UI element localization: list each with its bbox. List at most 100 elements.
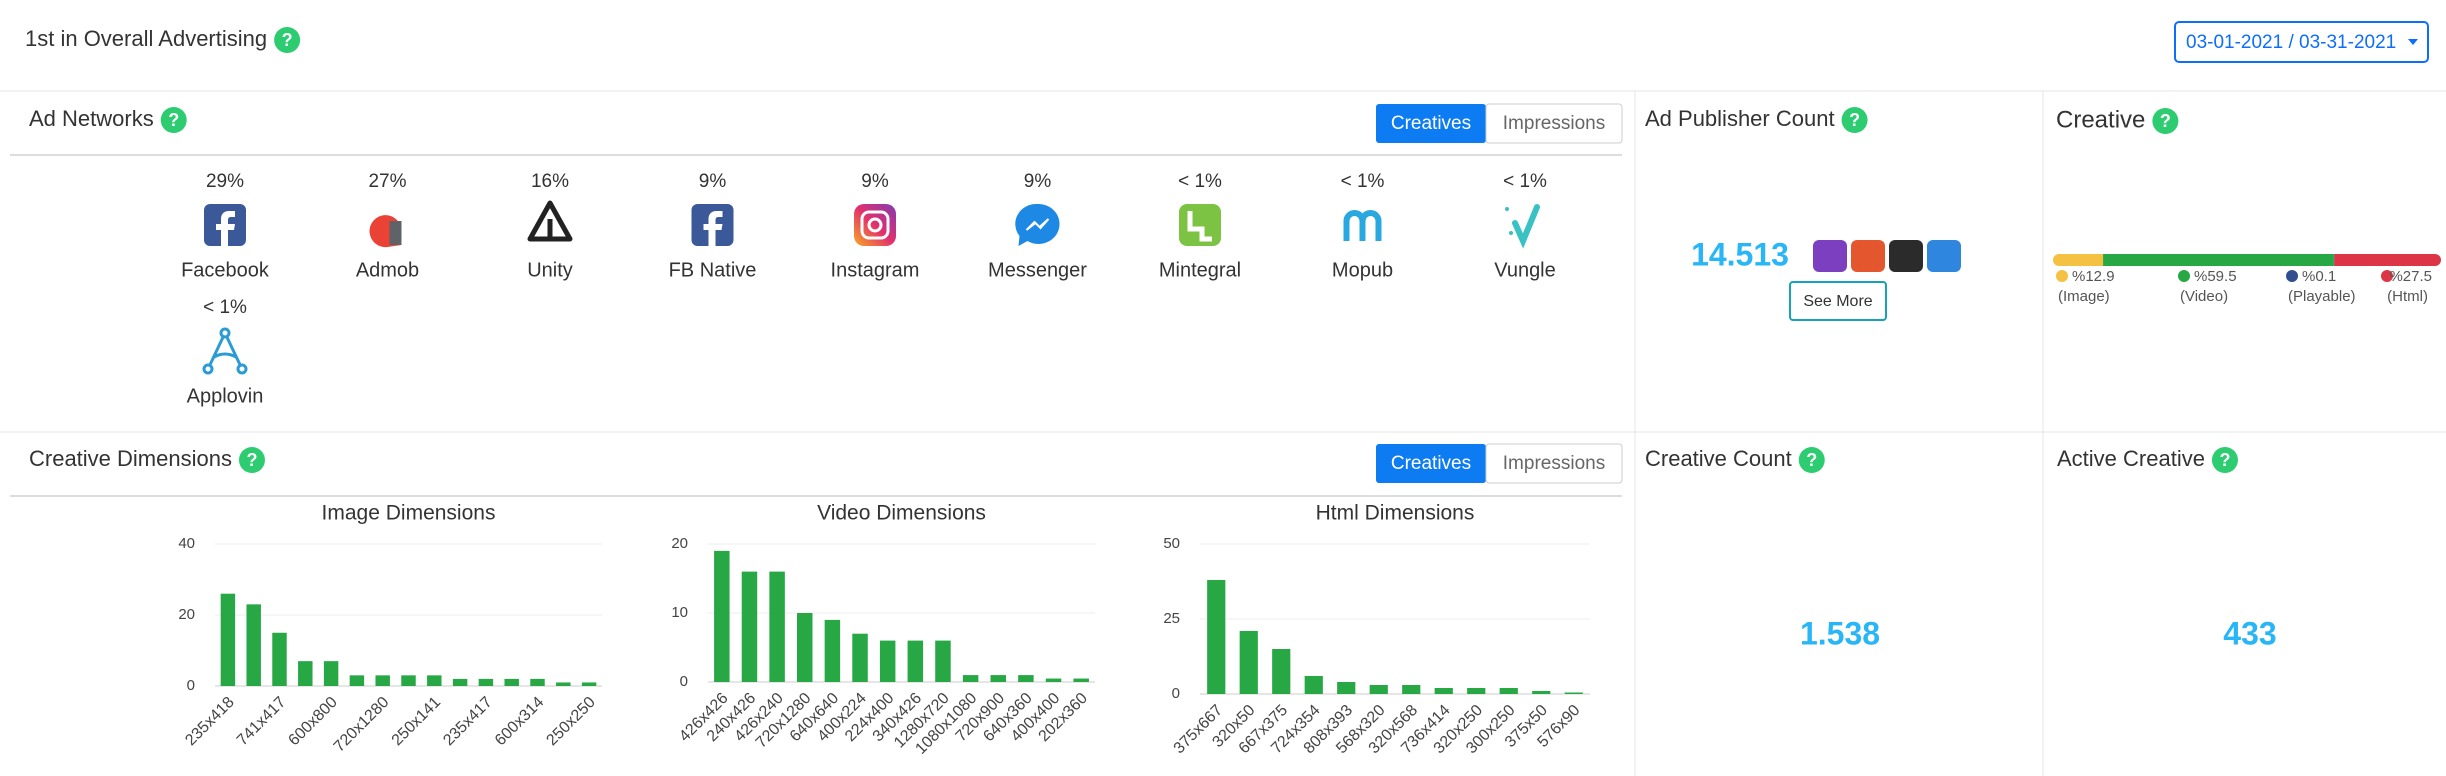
icon (216, 211, 235, 246)
bar (824, 619, 841, 682)
network-share: 27% (368, 171, 406, 192)
see-more-button[interactable] (1789, 281, 1887, 321)
bar (1467, 688, 1486, 694)
help-icon[interactable] (2211, 447, 2238, 473)
network-item[interactable]: 9% Instagram (831, 171, 920, 281)
network-item[interactable]: 27% Admob (356, 171, 419, 281)
help-icon[interactable] (274, 27, 301, 53)
network-share: 9% (699, 171, 727, 192)
network-name: FB Native (669, 259, 757, 281)
creative-segment (2334, 254, 2441, 266)
network-name: Vungle (1494, 259, 1556, 281)
icon (854, 204, 896, 246)
section-title: Creative Count (1645, 446, 1792, 471)
app-icon[interactable] (1851, 240, 1885, 272)
network-share: 9% (1024, 171, 1052, 192)
section-title: Ad Publisher Count (1645, 106, 1835, 131)
help-icon[interactable] (1798, 447, 1825, 473)
network-item[interactable]: < 1% Vungle (1494, 171, 1556, 281)
bar (797, 613, 813, 682)
creative-count: 1.538 (1800, 615, 1880, 651)
bar (935, 640, 951, 682)
creative-segment-label: %59.5 (2194, 268, 2237, 285)
icon (1509, 231, 1513, 235)
bar (1564, 692, 1583, 694)
section-title: 1st in Overall Advertising (25, 26, 267, 51)
network-item[interactable]: 29% Facebook (181, 171, 270, 281)
network-share: 29% (206, 171, 244, 192)
bar (530, 678, 545, 686)
active-creative-count: 433 (2223, 615, 2276, 651)
network-name: Instagram (831, 259, 920, 281)
x-tick-label: 235x418 (182, 694, 238, 750)
y-tick-label: 0 (680, 673, 688, 690)
bar (504, 678, 519, 686)
publisher-count: 14.513 (1691, 236, 1789, 272)
x-tick-label: 250x141 (389, 694, 445, 750)
bar (879, 640, 896, 682)
caret (2408, 39, 2418, 45)
y-tick-label: 50 (1163, 535, 1180, 552)
y-tick-label: 20 (178, 606, 195, 623)
bar (852, 633, 868, 682)
network-item[interactable]: < 1% Applovin (187, 297, 264, 407)
toggle-label: Creatives (1391, 113, 1471, 134)
network-share: < 1% (203, 297, 247, 318)
help-icon[interactable] (1841, 107, 1868, 133)
bar (1073, 678, 1089, 682)
y-tick-label: 40 (178, 535, 195, 552)
creative-segment-label: %0.1 (2302, 268, 2336, 285)
date-picker[interactable] (2174, 21, 2429, 63)
x-tick-label: 720x1280 (331, 694, 393, 756)
network-item[interactable]: 16% Unity (527, 171, 573, 281)
network-item[interactable]: < 1% Mopub (1332, 171, 1393, 281)
y-tick-label: 25 (1163, 610, 1180, 627)
icon (860, 210, 890, 240)
app-icon[interactable] (1813, 240, 1847, 272)
network-name: Facebook (181, 259, 270, 281)
help-icon[interactable] (2152, 108, 2179, 134)
toggle-label: Impressions (1503, 453, 1605, 474)
network-share: 9% (861, 171, 889, 192)
toggle-button[interactable] (1485, 103, 1623, 144)
toggle-button[interactable] (1376, 444, 1486, 483)
chart-title: Image Dimensions (322, 502, 496, 525)
network-item[interactable]: < 1% Mintegral (1159, 171, 1241, 281)
bar (1532, 691, 1551, 694)
bar (1304, 676, 1323, 694)
icon (867, 217, 883, 233)
help-icon[interactable] (238, 447, 265, 473)
section-title: Creative Dimensions (29, 446, 232, 471)
x-tick-label: 250x250 (543, 694, 599, 750)
app-icon[interactable] (1927, 240, 1961, 272)
help-icon-text: ? (1806, 450, 1817, 470)
bar (1337, 682, 1356, 694)
bar (1402, 685, 1421, 694)
x-tick-label: 600x314 (492, 694, 548, 750)
creative-segment (2103, 254, 2334, 266)
icon (202, 363, 214, 375)
icon (1512, 204, 1540, 249)
bar (1272, 649, 1291, 694)
help-icon-text: ? (1849, 110, 1860, 130)
y-tick-label: 0 (1172, 685, 1180, 702)
toggle-button[interactable] (1485, 443, 1623, 484)
help-icon[interactable] (160, 107, 187, 133)
bar (556, 682, 571, 686)
icon (236, 363, 248, 375)
icon (1025, 218, 1050, 231)
bar (401, 675, 416, 686)
creative-segment-name: (Html) (2387, 288, 2428, 305)
network-item[interactable]: 9% FB Native (669, 171, 757, 281)
app-icon[interactable] (1889, 240, 1923, 272)
toggle-button[interactable] (1376, 104, 1486, 143)
legend-dot (2381, 270, 2393, 282)
bar (1239, 631, 1258, 694)
network-item[interactable]: 9% Messenger (988, 171, 1087, 281)
icon (527, 200, 573, 242)
bar (714, 550, 730, 682)
bar (1018, 675, 1034, 682)
bar (246, 604, 261, 686)
network-name: Mintegral (1159, 259, 1241, 281)
